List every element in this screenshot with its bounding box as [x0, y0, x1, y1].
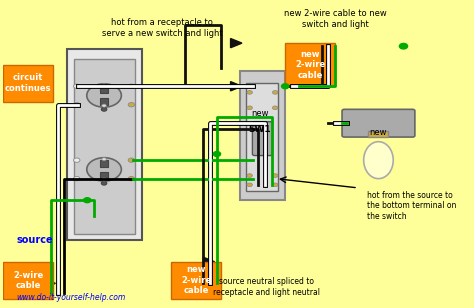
Circle shape: [247, 174, 253, 177]
Circle shape: [102, 104, 106, 107]
FancyBboxPatch shape: [285, 43, 335, 86]
FancyBboxPatch shape: [100, 160, 108, 167]
FancyBboxPatch shape: [246, 83, 278, 191]
Polygon shape: [203, 257, 215, 266]
Polygon shape: [37, 79, 48, 88]
Circle shape: [273, 183, 278, 187]
Circle shape: [73, 158, 80, 162]
Circle shape: [400, 43, 408, 49]
Text: new
2-wire
cable: new 2-wire cable: [295, 50, 325, 79]
Text: www.do-it-yourself-help.com: www.do-it-yourself-help.com: [17, 293, 126, 302]
Text: source: source: [17, 235, 53, 245]
Circle shape: [128, 158, 135, 162]
FancyBboxPatch shape: [3, 262, 53, 299]
Text: SW1: SW1: [249, 125, 272, 134]
FancyBboxPatch shape: [67, 49, 142, 240]
Text: new 2-wire cable to new
switch and light: new 2-wire cable to new switch and light: [284, 9, 387, 29]
Circle shape: [282, 84, 289, 89]
FancyBboxPatch shape: [100, 86, 108, 93]
Text: hot from the source to
the bottom terminal on
the switch: hot from the source to the bottom termin…: [367, 191, 456, 221]
Circle shape: [213, 152, 220, 156]
FancyBboxPatch shape: [3, 65, 53, 102]
Circle shape: [247, 183, 253, 187]
Text: 2-wire
cable: 2-wire cable: [13, 271, 43, 290]
Circle shape: [83, 198, 91, 203]
FancyBboxPatch shape: [100, 172, 108, 179]
FancyBboxPatch shape: [240, 71, 285, 200]
Text: new: new: [370, 128, 387, 137]
FancyBboxPatch shape: [172, 262, 221, 299]
Circle shape: [273, 106, 278, 110]
Circle shape: [128, 84, 135, 88]
Circle shape: [102, 158, 106, 161]
FancyBboxPatch shape: [73, 59, 135, 234]
Text: new
2-wire
cable: new 2-wire cable: [182, 265, 211, 295]
Circle shape: [273, 91, 278, 94]
Text: source neutral spliced to
receptacle and light neutral: source neutral spliced to receptacle and…: [213, 277, 320, 297]
Circle shape: [101, 181, 107, 185]
Ellipse shape: [364, 142, 393, 179]
FancyBboxPatch shape: [342, 109, 415, 137]
Text: circuit
continues: circuit continues: [5, 74, 51, 93]
Polygon shape: [230, 38, 242, 48]
Circle shape: [128, 103, 135, 107]
Circle shape: [128, 176, 135, 181]
Circle shape: [247, 91, 253, 94]
Circle shape: [101, 107, 107, 111]
Circle shape: [102, 178, 106, 181]
FancyBboxPatch shape: [253, 122, 273, 156]
Polygon shape: [230, 82, 242, 91]
Polygon shape: [44, 279, 55, 288]
Text: new: new: [251, 109, 269, 119]
Circle shape: [273, 174, 278, 177]
Circle shape: [102, 84, 106, 87]
FancyBboxPatch shape: [368, 131, 389, 137]
Circle shape: [87, 84, 121, 107]
Circle shape: [73, 84, 80, 88]
Circle shape: [73, 103, 80, 107]
Text: hot from a receptacle to
serve a new switch and light: hot from a receptacle to serve a new swi…: [102, 18, 223, 38]
Circle shape: [73, 176, 80, 181]
Circle shape: [247, 106, 253, 110]
FancyBboxPatch shape: [100, 98, 108, 105]
Circle shape: [87, 158, 121, 181]
